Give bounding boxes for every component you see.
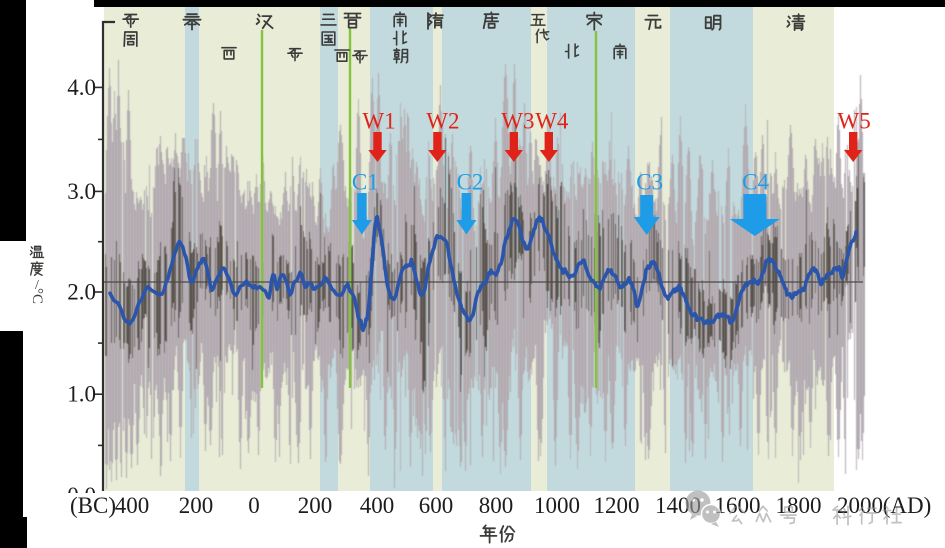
svg-text:1.0: 1.0 (67, 382, 96, 407)
svg-text:C1: C1 (352, 170, 379, 195)
svg-text:4.0: 4.0 (67, 75, 96, 100)
svg-text:1200: 1200 (594, 493, 640, 518)
svg-text:C2: C2 (457, 170, 484, 195)
svg-text:200: 200 (179, 493, 214, 518)
svg-text:0: 0 (248, 493, 260, 518)
svg-text:W2: W2 (426, 109, 459, 134)
svg-text:400: 400 (360, 493, 395, 518)
svg-text:C4: C4 (742, 170, 769, 195)
svg-text:W4: W4 (535, 109, 569, 134)
svg-text:C3: C3 (636, 170, 663, 195)
svg-text:W1: W1 (362, 109, 395, 134)
svg-text:600: 600 (419, 493, 454, 518)
svg-text:(AD): (AD) (883, 493, 932, 518)
svg-text:1800: 1800 (776, 493, 822, 518)
svg-text:(BC): (BC) (70, 493, 116, 518)
svg-text:W3: W3 (501, 109, 534, 134)
svg-text:1600: 1600 (715, 493, 761, 518)
svg-text:3.0: 3.0 (67, 179, 96, 204)
svg-text:°C: °C (29, 288, 45, 304)
svg-text:1000: 1000 (534, 493, 580, 518)
svg-text:2.0: 2.0 (67, 280, 96, 305)
svg-text:400: 400 (115, 493, 150, 518)
svg-text:/: / (35, 278, 39, 293)
svg-text:W5: W5 (837, 109, 870, 134)
svg-text:800: 800 (479, 493, 514, 518)
svg-text:200: 200 (298, 493, 333, 518)
